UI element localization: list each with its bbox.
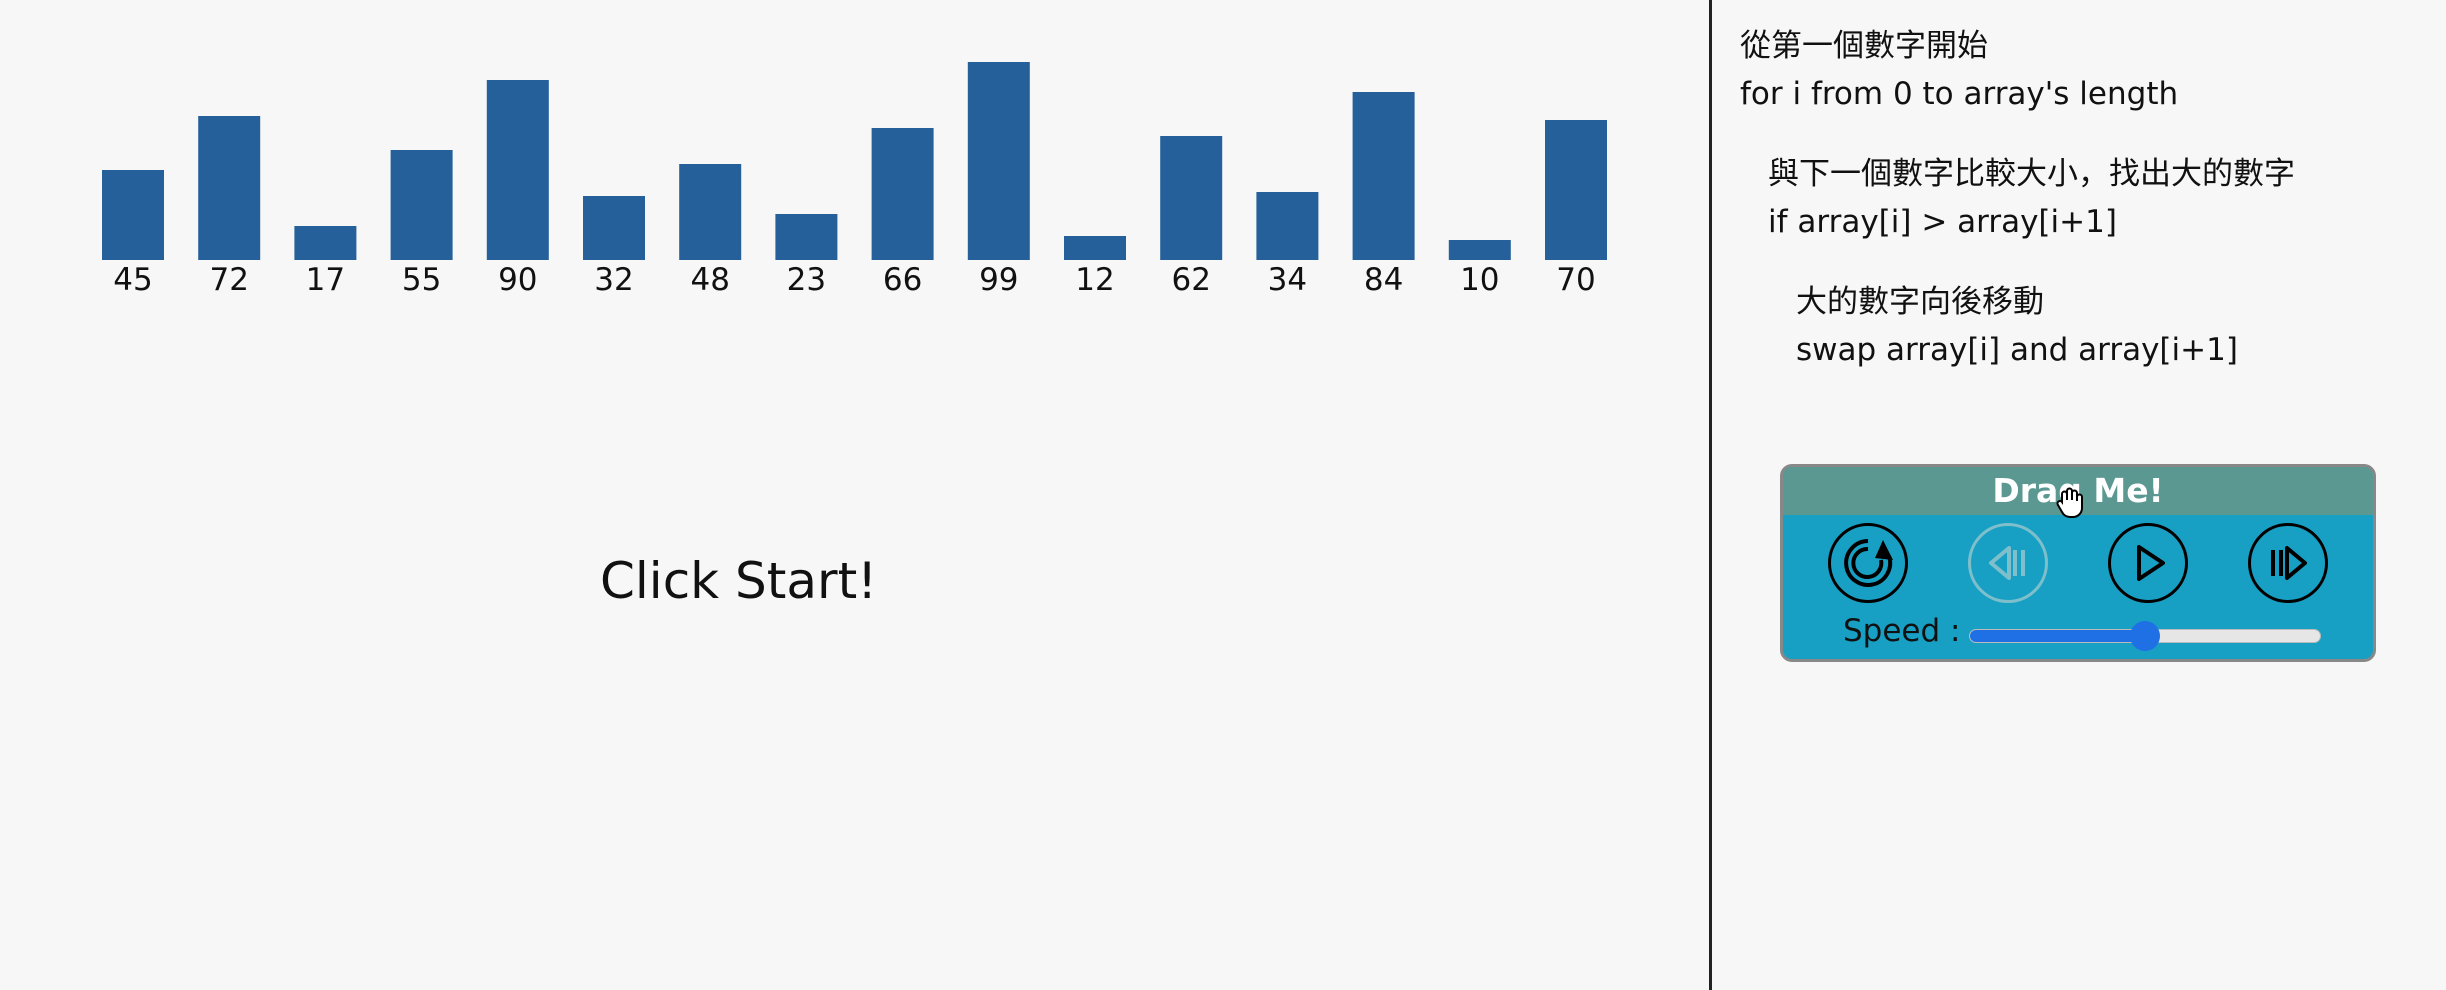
bar-value-label: 90: [498, 262, 537, 298]
bar: [967, 62, 1030, 260]
bar-value-label: 99: [979, 262, 1018, 298]
bar: [1256, 192, 1319, 260]
step-back-icon: [1989, 546, 2025, 580]
bar-value-label: 12: [1075, 262, 1114, 298]
sort-visualization: 45 72 17 55 90 32 48 23 66 99 12 62 34 84 10 70 Click S…: [102, 62, 1607, 610]
speed-control: Speed :: [1783, 609, 2373, 659]
step-back-button[interactable]: [1968, 523, 2048, 603]
bar: [583, 196, 645, 260]
bar-value-label: 34: [1268, 262, 1307, 298]
bar: [390, 150, 453, 260]
bar-value-label: 23: [787, 262, 826, 298]
pseudocode-code: swap array[i] and array[i+1]: [1796, 332, 2238, 368]
bar: [871, 128, 934, 260]
play-button[interactable]: [2108, 523, 2188, 603]
status-message: Click Start!: [600, 552, 878, 610]
pseudocode-block-compare: 與下一個數字比較大小，找出大的數字 if array[i] > array[i+…: [1740, 150, 2430, 246]
bar-value-label: 32: [594, 262, 633, 298]
pseudocode-code: for i from 0 to array's length: [1740, 76, 2179, 112]
bar: [1545, 120, 1607, 260]
bar-value-label: 55: [402, 262, 441, 298]
control-buttons: [1783, 515, 2373, 609]
bar: [1160, 136, 1223, 260]
bar: [102, 170, 164, 260]
pseudocode-code: if array[i] > array[i+1]: [1768, 204, 2117, 240]
bar-value-label: 66: [883, 262, 922, 298]
bar: [1352, 92, 1415, 260]
bar: [1448, 240, 1511, 260]
bar-value-label: 48: [690, 262, 729, 298]
bar-value-label: 72: [209, 262, 248, 298]
pseudocode-comment: 從第一個數字開始: [1740, 28, 1988, 64]
bar: [775, 214, 838, 260]
pseudocode-comment: 大的數字向後移動: [1796, 284, 2044, 320]
bar: [679, 164, 742, 260]
bar: [486, 80, 549, 260]
bar-value-label: 10: [1460, 262, 1499, 298]
pseudocode-panel: 從第一個數字開始 for i from 0 to array's length …: [1740, 22, 2430, 406]
speed-slider-fill: [1970, 630, 2145, 642]
divider: [1709, 0, 1712, 990]
bar-value-label: 62: [1171, 262, 1210, 298]
step-forward-icon: [2271, 546, 2307, 580]
bar: [1064, 236, 1126, 260]
hand-cursor-icon: [2056, 487, 2083, 518]
bar-value-label: 45: [113, 262, 152, 298]
bar-value-label: 70: [1556, 262, 1595, 298]
speed-slider[interactable]: [1969, 621, 2321, 651]
reset-icon: [1844, 539, 1893, 587]
bar-value-label: 17: [306, 262, 345, 298]
bar-value-label: 84: [1364, 262, 1403, 298]
step-forward-button[interactable]: [2248, 523, 2328, 603]
speed-label: Speed :: [1843, 613, 1961, 649]
pseudocode-block-swap: 大的數字向後移動 swap array[i] and array[i+1]: [1740, 278, 2430, 374]
speed-slider-thumb[interactable]: [2130, 621, 2160, 651]
reset-button[interactable]: [1828, 523, 1908, 603]
bar: [198, 116, 261, 260]
pseudocode-block-loop: 從第一個數字開始 for i from 0 to array's length: [1740, 22, 2430, 118]
play-icon: [2137, 545, 2165, 581]
bar-chart: 45 72 17 55 90 32 48 23 66 99 12 62 34 84 10 70: [102, 62, 1607, 298]
bar: [294, 226, 357, 260]
pseudocode-comment: 與下一個數字比較大小，找出大的數字: [1768, 156, 2295, 192]
